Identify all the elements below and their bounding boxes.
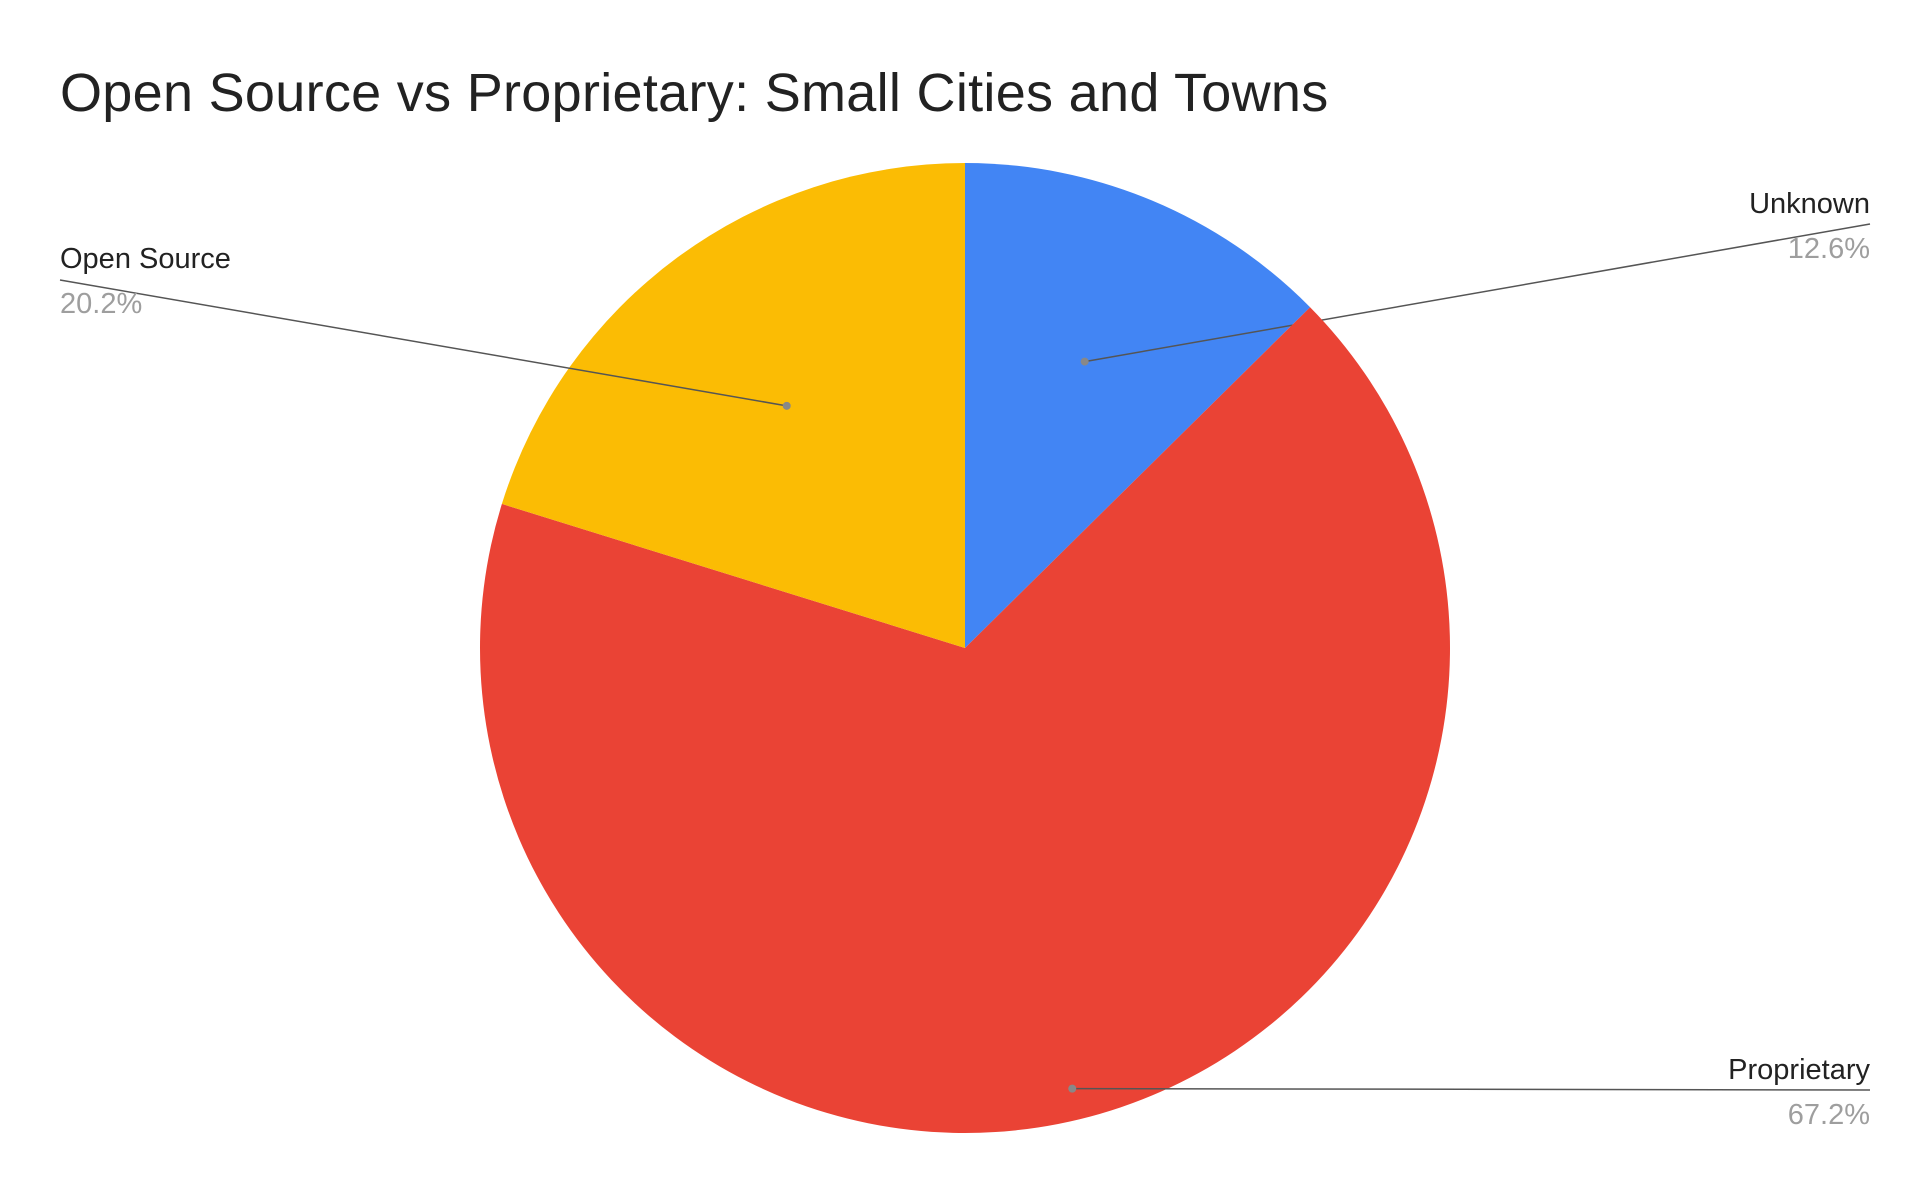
pie-slice-open-source — [501, 163, 965, 648]
callout-line-proprietary — [1072, 1087, 1871, 1091]
slice-label-open-source: Open Source — [60, 243, 231, 275]
chart-title: Open Source vs Proprietary: Small Cities… — [60, 63, 1329, 123]
callout-dot-open-source — [782, 401, 791, 410]
slice-value-proprietary: 67.2% — [1788, 1099, 1870, 1131]
callout-dot-proprietary — [1068, 1084, 1077, 1093]
callout-dot-unknown — [1080, 357, 1089, 366]
slice-label-proprietary: Proprietary — [1728, 1054, 1870, 1086]
pie-slice-unknown — [965, 163, 1311, 648]
slice-value-unknown: 12.6% — [1788, 233, 1870, 265]
slice-value-open-source: 20.2% — [60, 288, 142, 320]
callout-line-unknown — [1084, 223, 1871, 363]
callout-line-open-source — [59, 279, 787, 407]
slice-label-unknown: Unknown — [1749, 188, 1870, 220]
pie-slice-proprietary — [479, 307, 1450, 1134]
